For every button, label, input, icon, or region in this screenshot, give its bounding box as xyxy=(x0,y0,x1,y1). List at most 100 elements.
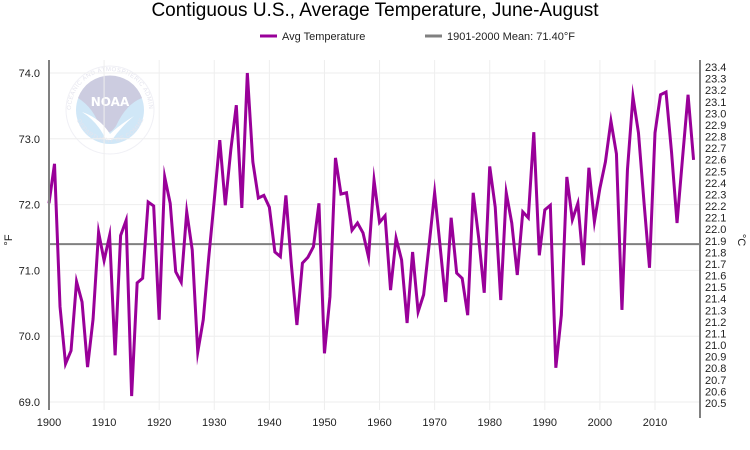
data-point[interactable] xyxy=(449,215,454,220)
data-point[interactable] xyxy=(85,365,90,370)
data-point[interactable] xyxy=(179,280,184,285)
data-point[interactable] xyxy=(217,138,222,143)
data-point[interactable] xyxy=(140,276,145,281)
data-point[interactable] xyxy=(63,361,68,366)
data-point[interactable] xyxy=(300,261,305,266)
data-point[interactable] xyxy=(675,221,680,226)
data-point[interactable] xyxy=(526,215,531,220)
data-point[interactable] xyxy=(305,255,310,260)
data-point[interactable] xyxy=(361,230,366,235)
data-point[interactable] xyxy=(383,213,388,218)
data-point[interactable] xyxy=(416,309,421,314)
data-point[interactable] xyxy=(575,201,580,206)
data-point[interactable] xyxy=(680,155,685,160)
data-point[interactable] xyxy=(531,130,536,135)
data-point[interactable] xyxy=(465,313,470,318)
data-point[interactable] xyxy=(124,218,129,223)
data-point[interactable] xyxy=(520,209,525,214)
data-point[interactable] xyxy=(432,190,437,195)
data-point[interactable] xyxy=(52,161,57,166)
data-point[interactable] xyxy=(245,71,250,76)
data-point[interactable] xyxy=(619,307,624,312)
data-point[interactable] xyxy=(118,233,123,238)
data-point[interactable] xyxy=(135,280,140,285)
data-point[interactable] xyxy=(234,103,239,108)
data-point[interactable] xyxy=(421,292,426,297)
data-point[interactable] xyxy=(664,90,669,95)
data-point[interactable] xyxy=(647,265,652,270)
data-point[interactable] xyxy=(377,220,382,225)
data-point[interactable] xyxy=(482,290,487,295)
data-point[interactable] xyxy=(548,203,553,208)
data-point[interactable] xyxy=(206,255,211,260)
data-point[interactable] xyxy=(151,203,156,208)
data-point[interactable] xyxy=(641,199,646,204)
data-point[interactable] xyxy=(570,217,575,222)
data-point[interactable] xyxy=(129,394,134,399)
data-point[interactable] xyxy=(366,255,371,260)
data-point[interactable] xyxy=(278,254,283,259)
data-point[interactable] xyxy=(250,159,255,164)
legend-item-mean[interactable]: 1901-2000 Mean: 71.40°F xyxy=(425,31,575,43)
data-point[interactable] xyxy=(289,263,294,268)
data-point[interactable] xyxy=(239,205,244,210)
data-point[interactable] xyxy=(327,294,332,299)
data-point[interactable] xyxy=(80,299,85,304)
data-point[interactable] xyxy=(228,147,233,152)
data-point[interactable] xyxy=(355,221,360,226)
data-point[interactable] xyxy=(107,233,112,238)
data-point[interactable] xyxy=(261,193,266,198)
data-point[interactable] xyxy=(636,130,641,135)
data-point[interactable] xyxy=(581,263,586,268)
data-point[interactable] xyxy=(350,228,355,233)
data-point[interactable] xyxy=(438,244,443,249)
data-point[interactable] xyxy=(686,92,691,97)
data-point[interactable] xyxy=(74,279,79,284)
data-point[interactable] xyxy=(256,196,261,201)
data-point[interactable] xyxy=(564,174,569,179)
data-point[interactable] xyxy=(498,298,503,303)
data-point[interactable] xyxy=(333,155,338,160)
data-point[interactable] xyxy=(102,258,107,263)
data-point[interactable] xyxy=(597,186,602,191)
data-point[interactable] xyxy=(344,190,349,195)
data-point[interactable] xyxy=(509,221,514,226)
data-point[interactable] xyxy=(614,151,619,156)
data-point[interactable] xyxy=(515,273,520,278)
data-point[interactable] xyxy=(372,178,377,183)
data-point[interactable] xyxy=(454,271,459,276)
legend-item-avg-temperature[interactable]: Avg Temperature xyxy=(260,31,365,43)
data-point[interactable] xyxy=(625,167,630,172)
data-point[interactable] xyxy=(553,365,558,370)
data-point[interactable] xyxy=(443,299,448,304)
data-point[interactable] xyxy=(691,157,696,162)
data-point[interactable] xyxy=(608,119,613,124)
data-point[interactable] xyxy=(267,205,272,210)
data-point[interactable] xyxy=(603,159,608,164)
data-point[interactable] xyxy=(184,209,189,214)
data-point[interactable] xyxy=(427,242,432,247)
data-point[interactable] xyxy=(190,248,195,253)
data-point[interactable] xyxy=(471,190,476,195)
data-point[interactable] xyxy=(294,323,299,328)
data-point[interactable] xyxy=(173,269,178,274)
data-point[interactable] xyxy=(493,205,498,210)
data-point[interactable] xyxy=(669,149,674,154)
data-point[interactable] xyxy=(201,317,206,322)
data-point[interactable] xyxy=(537,253,542,258)
data-point[interactable] xyxy=(316,201,321,206)
data-point[interactable] xyxy=(410,249,415,254)
data-point[interactable] xyxy=(586,165,591,170)
data-point[interactable] xyxy=(223,203,228,208)
data-point[interactable] xyxy=(272,249,277,254)
data-point[interactable] xyxy=(388,288,393,293)
data-point[interactable] xyxy=(146,199,151,204)
data-point[interactable] xyxy=(592,219,597,224)
data-point[interactable] xyxy=(322,351,327,356)
data-point[interactable] xyxy=(195,349,200,354)
data-point[interactable] xyxy=(658,92,663,97)
data-point[interactable] xyxy=(96,230,101,235)
data-point[interactable] xyxy=(157,317,162,322)
data-point[interactable] xyxy=(338,192,343,197)
data-point[interactable] xyxy=(91,317,96,322)
